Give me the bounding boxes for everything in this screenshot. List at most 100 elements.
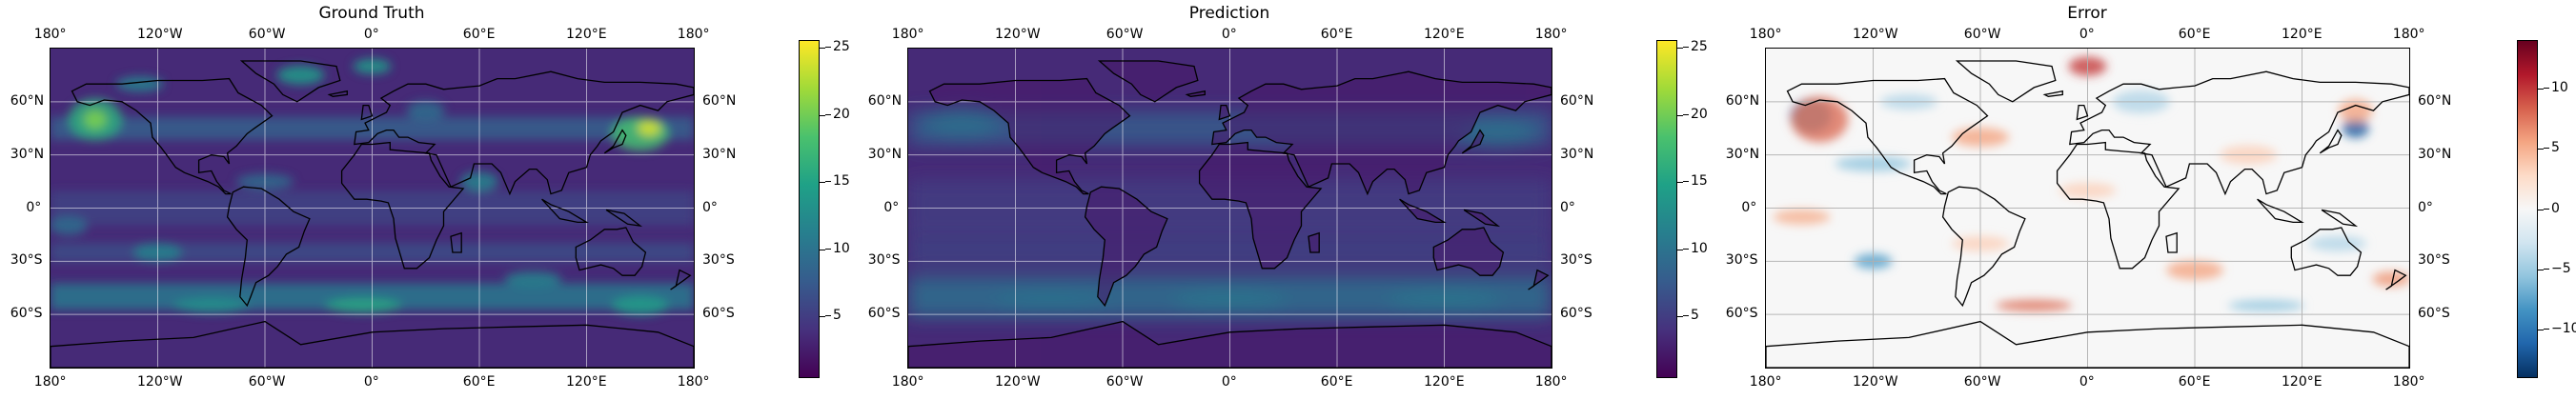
lon-label-bottom: 60°W	[1963, 374, 2001, 390]
lon-label-top: 180°	[1534, 27, 1568, 42]
lon-label-bottom: 180°	[33, 374, 67, 390]
lat-label-left: 0°	[1741, 199, 1757, 215]
coastlines	[51, 60, 694, 368]
lat-label-right: 60°S	[702, 306, 735, 322]
lon-label-top: 180°	[891, 27, 924, 42]
colorbar-tick-mark	[1677, 182, 1683, 184]
error-colorbar	[2517, 40, 2538, 378]
lat-label-right: 60°N	[702, 92, 737, 109]
lat-label-right: 30°N	[1560, 146, 1594, 162]
colorbar-tick-label: 5	[825, 308, 842, 324]
lon-label-bottom: 180°	[1534, 374, 1568, 390]
lat-label-right: 30°N	[2418, 146, 2452, 162]
colorbar-tick-label: 5	[2544, 140, 2560, 156]
colorbar-tick-label: 20	[1683, 106, 1708, 122]
lon-label-top: 120°E	[1424, 27, 1465, 42]
lat-label-right: 60°S	[1560, 306, 1592, 322]
lon-label-bottom: 120°E	[566, 374, 607, 390]
ground-truth-colorbar	[799, 40, 820, 378]
lon-label-bottom: 180°	[1749, 374, 1782, 390]
prediction-colorbar	[1656, 40, 1677, 378]
lon-label-bottom: 120°W	[1853, 374, 1898, 390]
colorbar-tick-label: 20	[825, 106, 850, 122]
panel-title-prediction: Prediction	[1188, 4, 1270, 23]
lat-label-left: 60°S	[867, 306, 901, 322]
lon-label-bottom: 0°	[363, 374, 379, 390]
colorbar-tick-label: 15	[825, 173, 850, 190]
colorbar-tick-label: 5	[1683, 308, 1699, 324]
lon-label-top: 60°W	[1105, 27, 1144, 42]
coastlines	[1766, 60, 2409, 368]
lat-label-left: 60°N	[1725, 92, 1760, 109]
lon-label-bottom: 180°	[891, 374, 924, 390]
colorbar-gradient	[1657, 41, 1676, 377]
lon-label-top: 120°W	[1853, 27, 1898, 42]
prediction-map	[907, 48, 1552, 369]
lon-label-top: 60°E	[462, 27, 496, 42]
lon-label-bottom: 0°	[2079, 374, 2095, 390]
lat-label-right: 0°	[2418, 199, 2433, 215]
lon-label-top: 120°W	[137, 27, 183, 42]
lat-label-left: 30°S	[1725, 252, 1758, 269]
lat-label-left: 30°N	[10, 146, 45, 162]
lon-label-top: 60°W	[1963, 27, 2001, 42]
lat-label-left: 30°N	[867, 146, 903, 162]
error-map	[1765, 48, 2410, 369]
lat-label-right: 60°N	[1560, 92, 1594, 109]
lat-label-left: 30°S	[10, 252, 43, 269]
colorbar-tick-label: 25	[825, 39, 850, 55]
lat-label-left: 30°S	[867, 252, 901, 269]
colorbar-tick-label: 10	[2544, 80, 2568, 96]
colorbar-tick-mark	[820, 182, 825, 184]
lat-label-right: 30°S	[702, 252, 735, 269]
lon-label-top: 0°	[1221, 27, 1237, 42]
colorbar-tick-label: −5	[2544, 260, 2571, 276]
lon-label-top: 0°	[363, 27, 379, 42]
lon-label-bottom: 120°W	[137, 374, 183, 390]
colorbar-gradient	[2518, 41, 2537, 377]
ground-truth-map	[50, 48, 695, 369]
graticule	[1766, 49, 2409, 368]
colorbar-tick-mark	[1677, 114, 1683, 116]
colorbar-tick-mark	[2538, 89, 2544, 90]
lon-label-top: 0°	[2079, 27, 2095, 42]
graticule	[908, 49, 1552, 368]
lat-label-right: 0°	[702, 199, 718, 215]
colorbar-tick-mark	[1677, 316, 1683, 318]
lon-label-bottom: 120°E	[2282, 374, 2322, 390]
lat-label-left: 0°	[883, 199, 900, 215]
lon-label-bottom: 60°W	[248, 374, 286, 390]
lon-label-bottom: 60°E	[462, 374, 496, 390]
lon-label-top: 180°	[2392, 27, 2425, 42]
coastlines	[908, 60, 1552, 368]
lon-label-top: 120°W	[995, 27, 1041, 42]
lat-label-right: 60°S	[2418, 306, 2450, 322]
colorbar-tick-label: 0	[2544, 200, 2560, 216]
lon-label-bottom: 120°W	[995, 374, 1041, 390]
colorbar-tick-mark	[820, 316, 825, 318]
lon-label-top: 120°E	[2282, 27, 2322, 42]
panel-title-ground-truth: Ground Truth	[318, 4, 425, 23]
lat-label-right: 30°N	[702, 146, 737, 162]
lon-label-top: 60°E	[1320, 27, 1353, 42]
lon-label-bottom: 60°E	[1320, 374, 1353, 390]
lat-label-right: 0°	[1560, 199, 1575, 215]
lon-label-top: 60°E	[2178, 27, 2211, 42]
lat-label-left: 60°S	[10, 306, 43, 322]
colorbar-gradient	[800, 41, 819, 377]
lat-label-left: 60°N	[867, 92, 903, 109]
lon-label-bottom: 180°	[2392, 374, 2425, 390]
colorbar-tick-mark	[2538, 149, 2544, 150]
panel-title-error: Error	[2067, 4, 2107, 23]
colorbar-tick-label: −10	[2544, 321, 2576, 336]
lat-label-left: 60°N	[10, 92, 45, 109]
error-field	[1766, 49, 2409, 368]
lat-label-left: 30°N	[1725, 146, 1760, 162]
lon-label-top: 60°W	[248, 27, 286, 42]
colorbar-tick-mark	[820, 114, 825, 116]
colorbar-tick-mark	[1677, 48, 1683, 50]
lon-label-top: 180°	[677, 27, 710, 42]
graticule	[51, 49, 694, 368]
lat-label-right: 60°N	[2418, 92, 2452, 109]
prediction-field	[908, 49, 1552, 368]
